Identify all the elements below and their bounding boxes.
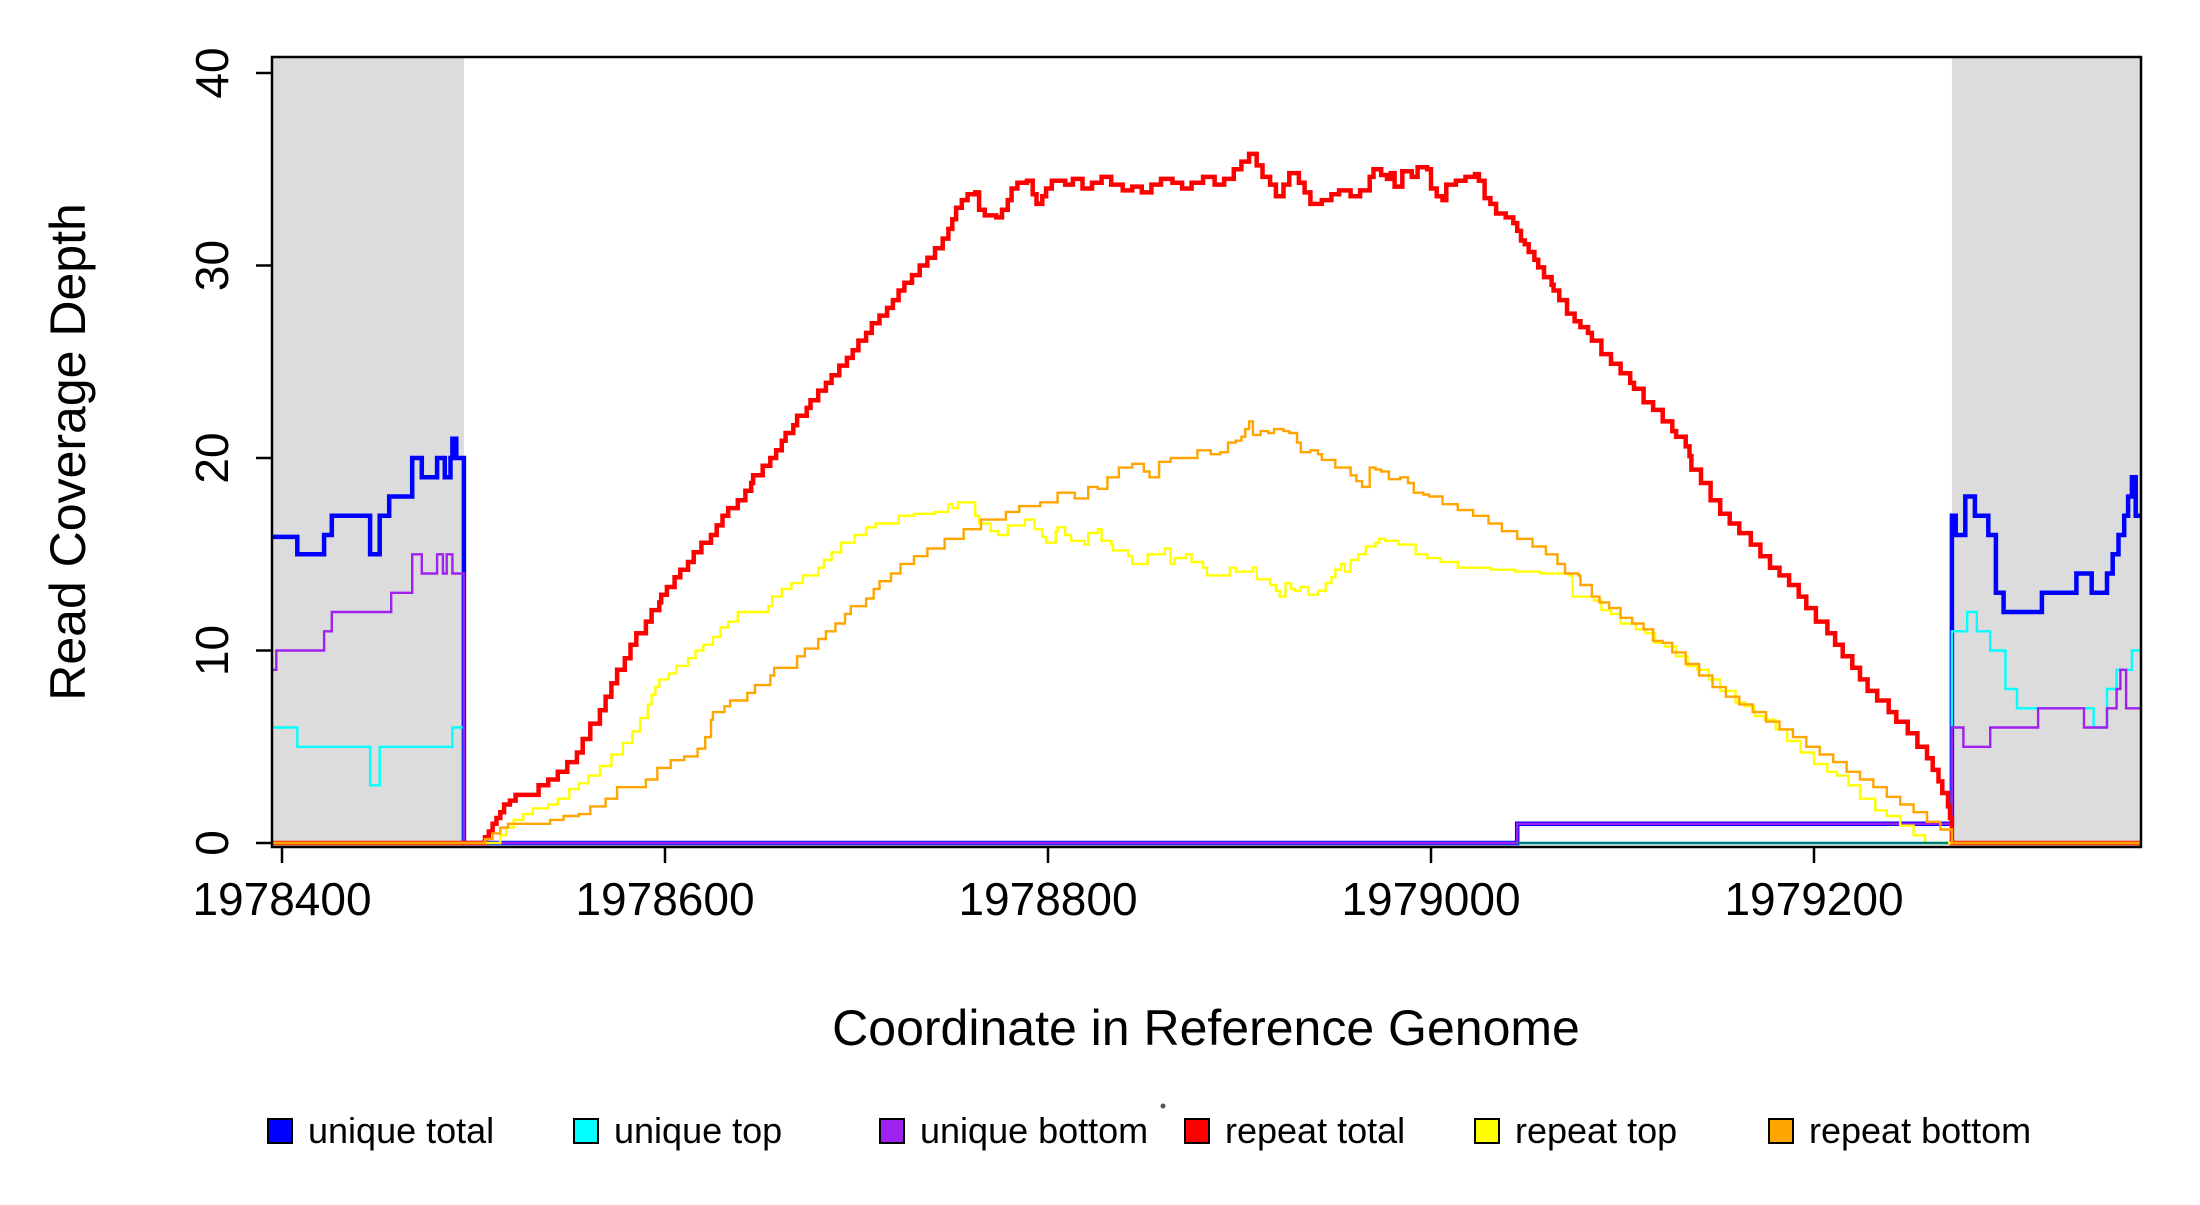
legend-swatch-unique-total — [267, 1118, 293, 1144]
x-tick-label: 1978800 — [958, 873, 1137, 925]
legend-label: unique top — [614, 1110, 782, 1151]
legend: unique total unique top unique bottom repea… — [267, 1110, 2031, 1151]
plot-box — [270, 55, 2143, 849]
legend-label: repeat total — [1225, 1110, 1405, 1151]
shaded-region-right — [1951, 58, 2142, 846]
x-tick-label: 1979200 — [1724, 873, 1903, 925]
y-tick-label: 10 — [186, 625, 238, 676]
plot-border — [270, 55, 2143, 849]
x-axis-title: Coordinate in Reference Genome — [832, 1000, 1580, 1056]
y-tick-label: 20 — [186, 432, 238, 483]
series-repeat-bottom — [272, 420, 2142, 845]
legend-label: repeat top — [1515, 1110, 1677, 1151]
legend-label: repeat bottom — [1809, 1110, 2031, 1151]
legend-swatch-repeat-top — [1474, 1118, 1500, 1144]
legend-swatch-unique-bottom — [879, 1118, 905, 1144]
shaded-regions — [272, 58, 2142, 846]
legend-swatch-repeat-total — [1184, 1118, 1210, 1144]
x-tick-label: 1978400 — [192, 873, 371, 925]
series-lines — [272, 151, 2142, 846]
y-tick-label: 30 — [186, 240, 238, 291]
legend-label: unique bottom — [920, 1110, 1148, 1151]
y-tick-label: 0 — [186, 830, 238, 856]
series-repeat-total — [272, 151, 2142, 846]
series-repeat-top — [272, 501, 2142, 845]
series-unique-top — [272, 610, 2142, 845]
series-unique-total — [272, 436, 2142, 846]
axis-ticks — [256, 71, 1816, 863]
y-tick-label: 40 — [186, 47, 238, 98]
stray-mark — [1160, 1103, 1166, 1109]
axis-tick-labels: 1978400 1978600 1978800 1979000 1979200 0 10 20… — [186, 47, 1904, 925]
legend-swatch-unique-top — [573, 1118, 599, 1144]
shaded-region-left — [272, 58, 464, 846]
y-axis-title: Read Coverage Depth — [40, 203, 96, 701]
legend-label: unique total — [308, 1110, 494, 1151]
series-unique-bottom — [272, 553, 2142, 845]
legend-swatch-repeat-bottom — [1768, 1118, 1794, 1144]
x-tick-label: 1979000 — [1341, 873, 1520, 925]
x-tick-label: 1978600 — [575, 873, 754, 925]
